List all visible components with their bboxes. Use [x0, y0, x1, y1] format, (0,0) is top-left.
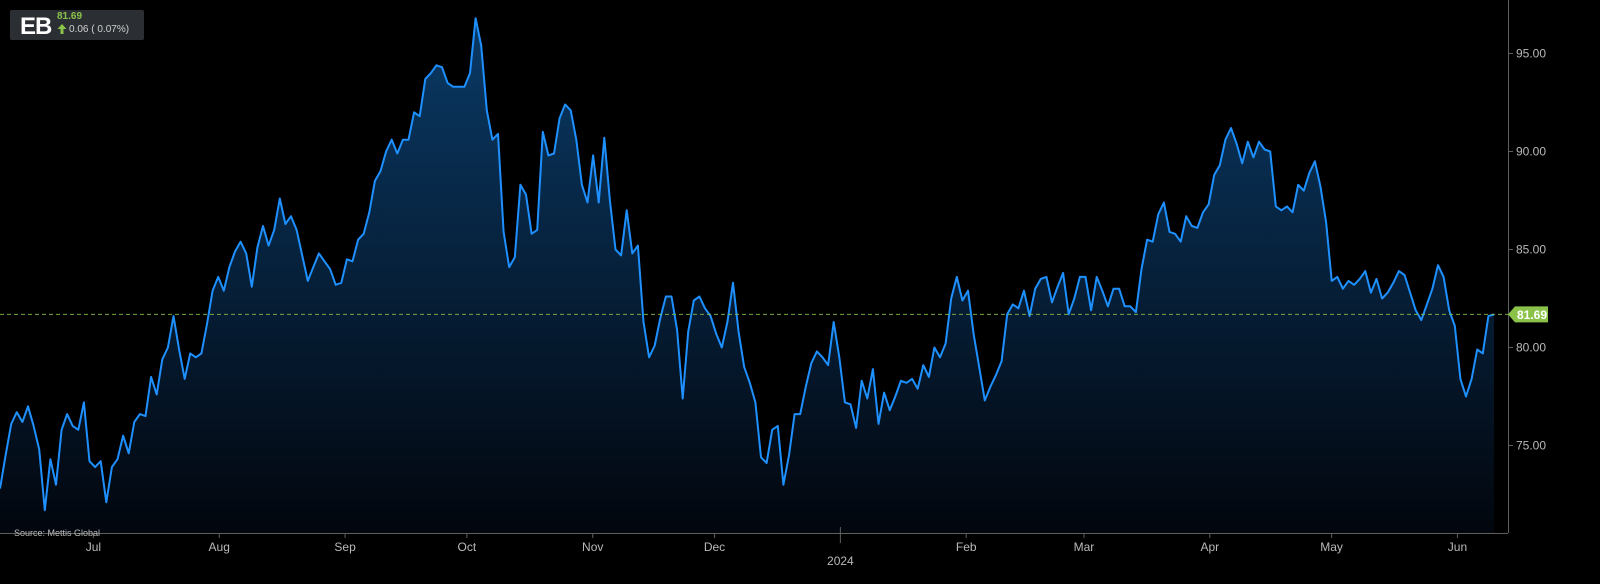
y-tick-label: 80.00	[1516, 341, 1546, 355]
x-tick-label: Nov	[582, 540, 603, 554]
ticker-price: 81.69	[57, 11, 83, 22]
x-tick-label: Dec	[704, 540, 725, 554]
x-tick-label: Sep	[334, 540, 356, 554]
x-tick-label: Jul	[86, 540, 101, 554]
x-tick-label: Mar	[1074, 540, 1095, 554]
up-arrow-icon	[57, 24, 67, 34]
y-tick-label: 90.00	[1516, 145, 1546, 159]
x-tick-label: May	[1320, 540, 1343, 554]
last-value-marker	[1508, 306, 1548, 323]
area-layer	[0, 18, 1494, 533]
ticker-change: 0.06 ( 0.07%)	[69, 24, 130, 35]
price-line	[0, 17, 1495, 512]
y-tick-label: 85.00	[1516, 243, 1546, 257]
price-area-fill	[0, 18, 1494, 533]
x-tick-label: Jun	[1448, 540, 1467, 554]
y-tick-label: 75.00	[1516, 439, 1546, 453]
line-layer	[0, 17, 1495, 512]
marker-layer: 81.69	[0, 306, 1548, 323]
y-tick-label: 95.00	[1516, 47, 1546, 61]
ticker-symbol: EB	[20, 13, 52, 40]
source-note: Source: Mettis Global	[14, 528, 101, 538]
x-tick-label: Feb	[956, 540, 977, 554]
x-tick-label: Aug	[209, 540, 230, 554]
x-tick-label: Oct	[458, 540, 477, 554]
x-tick-label: Apr	[1200, 540, 1219, 554]
axes-layer: 75.00 80.00 85.00 90.00 95.00 Jul Aug Sep Oct Nov…	[0, 0, 1546, 568]
last-value-label: 81.69	[1517, 308, 1547, 322]
ticker-badge: EB 81.69 0.06 ( 0.07%)	[10, 10, 144, 40]
x-year-label: 2024	[827, 554, 854, 568]
